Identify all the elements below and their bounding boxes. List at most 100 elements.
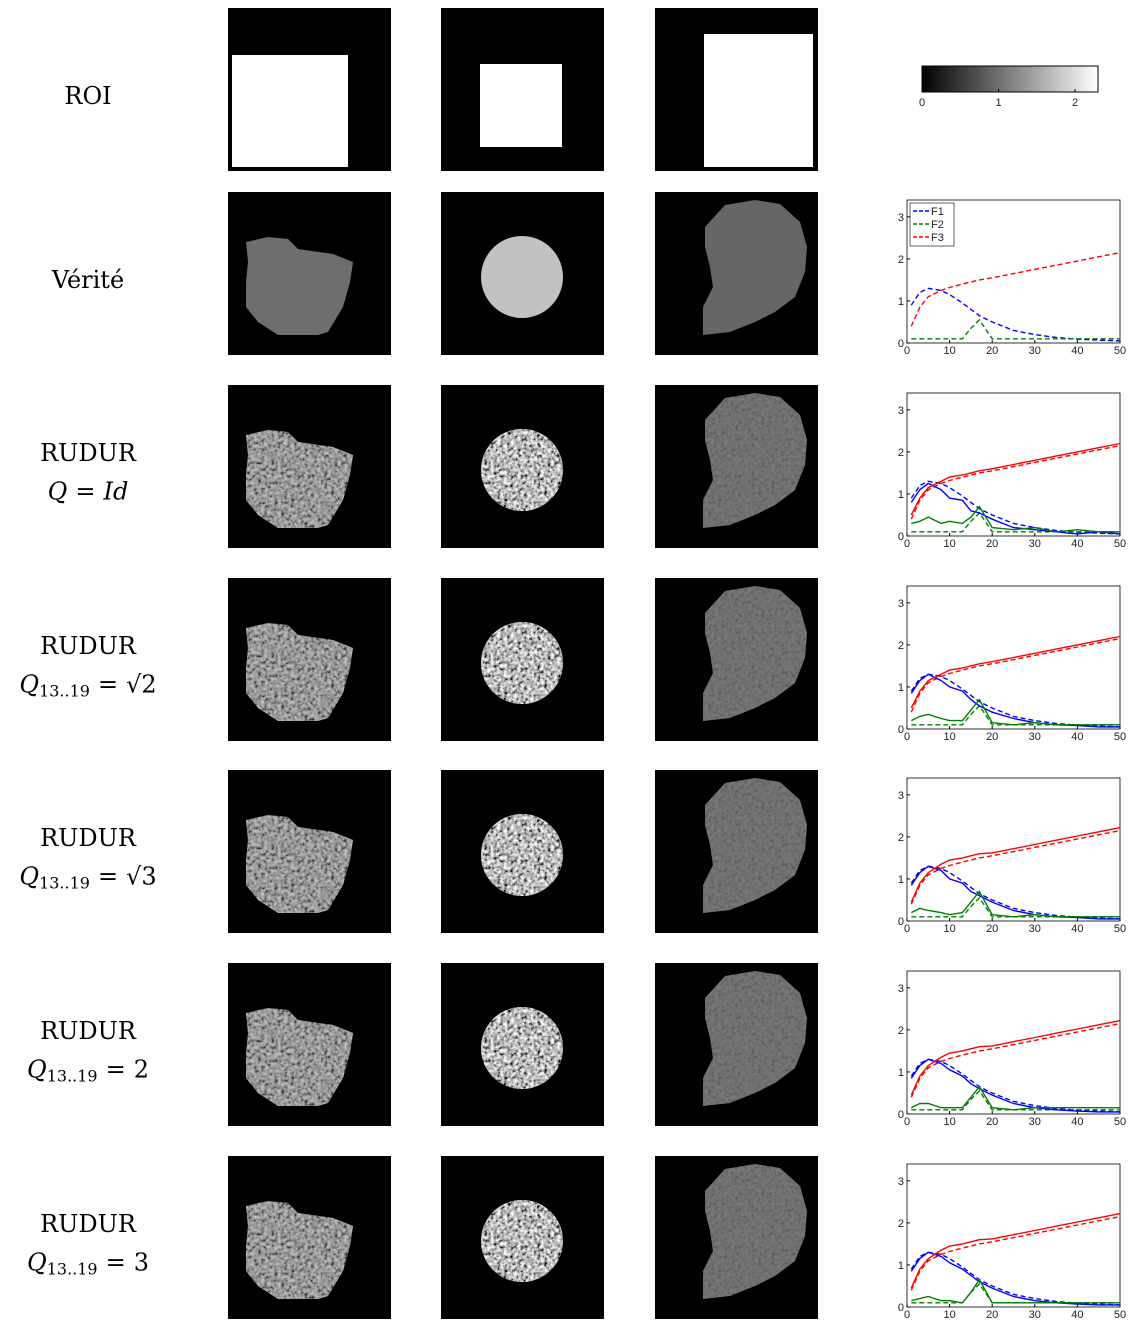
formula-symbol: Q [19, 670, 39, 698]
image [655, 578, 818, 741]
legend [909, 202, 955, 247]
series-line [911, 318, 1120, 340]
region [703, 1164, 807, 1299]
image [655, 770, 818, 933]
formula-subscript: 13..19 [47, 1259, 98, 1278]
series-line [911, 505, 1120, 533]
series-line [910, 890, 1120, 918]
formula-subscript: 13..19 [39, 873, 90, 892]
x-tick-label: 50 [1114, 731, 1126, 743]
formula-symbol: Q [27, 1055, 47, 1083]
series-line [910, 251, 1121, 327]
row-label: ROI [64, 82, 111, 110]
formula: Q13..19 = √2 [19, 670, 156, 700]
image [228, 1156, 391, 1319]
series-line [910, 1251, 1120, 1306]
image [441, 578, 604, 741]
x-tick-label: 40 [1071, 345, 1083, 357]
roi [704, 34, 813, 167]
x-tick-label: 10 [943, 923, 955, 935]
y-tick-label: 2 [898, 1025, 904, 1037]
x-tick-label: 30 [1029, 1116, 1041, 1128]
y-tick-label: 3 [898, 790, 904, 802]
y-tick-label: 1 [898, 874, 904, 886]
x-tick-label: 0 [904, 923, 910, 935]
series-line [910, 1022, 1121, 1098]
image [441, 192, 604, 355]
series-line [910, 698, 1120, 726]
x-tick-label: 0 [904, 345, 910, 357]
formula: Q13..19 = √3 [19, 862, 156, 892]
colorbar-tick-label: 1 [995, 97, 1001, 109]
y-tick-label: 0 [898, 916, 904, 928]
image [441, 770, 604, 933]
legend-label: F2 [931, 219, 944, 231]
row-label: RUDUR [40, 824, 137, 852]
formula-symbol: Q [19, 862, 39, 890]
image [228, 385, 391, 548]
y-tick-label: 0 [898, 338, 904, 350]
region [246, 815, 353, 913]
region [703, 393, 807, 528]
region [703, 778, 807, 913]
region [246, 1008, 353, 1106]
y-tick-label: 0 [898, 531, 904, 543]
legend-label: F1 [931, 206, 944, 218]
y-tick-label: 1 [898, 682, 904, 694]
x-tick-label: 10 [943, 1309, 955, 1321]
x-tick-label: 30 [1029, 345, 1041, 357]
x-tick-label: 0 [904, 1309, 910, 1321]
x-tick-label: 30 [1029, 731, 1041, 743]
image [228, 192, 391, 355]
x-tick-label: 20 [986, 1116, 998, 1128]
region [481, 1200, 563, 1282]
region [481, 622, 563, 704]
region [246, 623, 353, 721]
image [441, 1156, 604, 1319]
roi [232, 55, 348, 167]
x-tick-label: 0 [904, 538, 910, 550]
x-tick-label: 30 [1029, 1309, 1041, 1321]
colorbar [921, 65, 1099, 93]
y-tick-label: 1 [898, 1067, 904, 1079]
series-line [910, 829, 1121, 905]
x-tick-label: 10 [943, 538, 955, 550]
region [703, 200, 807, 335]
y-tick-label: 0 [898, 1302, 904, 1314]
formula: Q13..19 = 3 [27, 1248, 149, 1278]
row-label: RUDUR [40, 1017, 137, 1045]
x-tick-label: 30 [1029, 923, 1041, 935]
y-tick-label: 2 [898, 640, 904, 652]
formula-relation: = [106, 1248, 126, 1276]
y-tick-label: 1 [898, 1260, 904, 1272]
y-tick-label: 3 [898, 212, 904, 224]
x-tick-label: 40 [1071, 1116, 1083, 1128]
formula-value: √3 [126, 862, 157, 890]
region [481, 236, 563, 318]
series-line [910, 444, 1121, 520]
series-line [910, 1019, 1121, 1096]
image [441, 8, 604, 171]
y-tick-label: 2 [898, 254, 904, 266]
image [228, 963, 391, 1126]
legend-label: F3 [931, 232, 944, 244]
region [246, 1201, 353, 1299]
formula-symbol: Q [27, 1248, 47, 1276]
y-tick-label: 2 [898, 832, 904, 844]
row-label: RUDUR [40, 439, 137, 467]
image [228, 578, 391, 741]
series-line [910, 1058, 1120, 1113]
formula-relation: = [98, 862, 118, 890]
formula-value: 3 [134, 1248, 149, 1276]
y-tick-label: 1 [898, 489, 904, 501]
y-tick-label: 2 [898, 1218, 904, 1230]
series-line [910, 826, 1121, 903]
series-line [910, 637, 1121, 713]
plot-area [906, 970, 1121, 1115]
image [655, 1156, 818, 1319]
x-tick-label: 50 [1114, 1116, 1126, 1128]
image [655, 8, 818, 171]
y-tick-label: 1 [898, 296, 904, 308]
y-tick-label: 3 [898, 598, 904, 610]
